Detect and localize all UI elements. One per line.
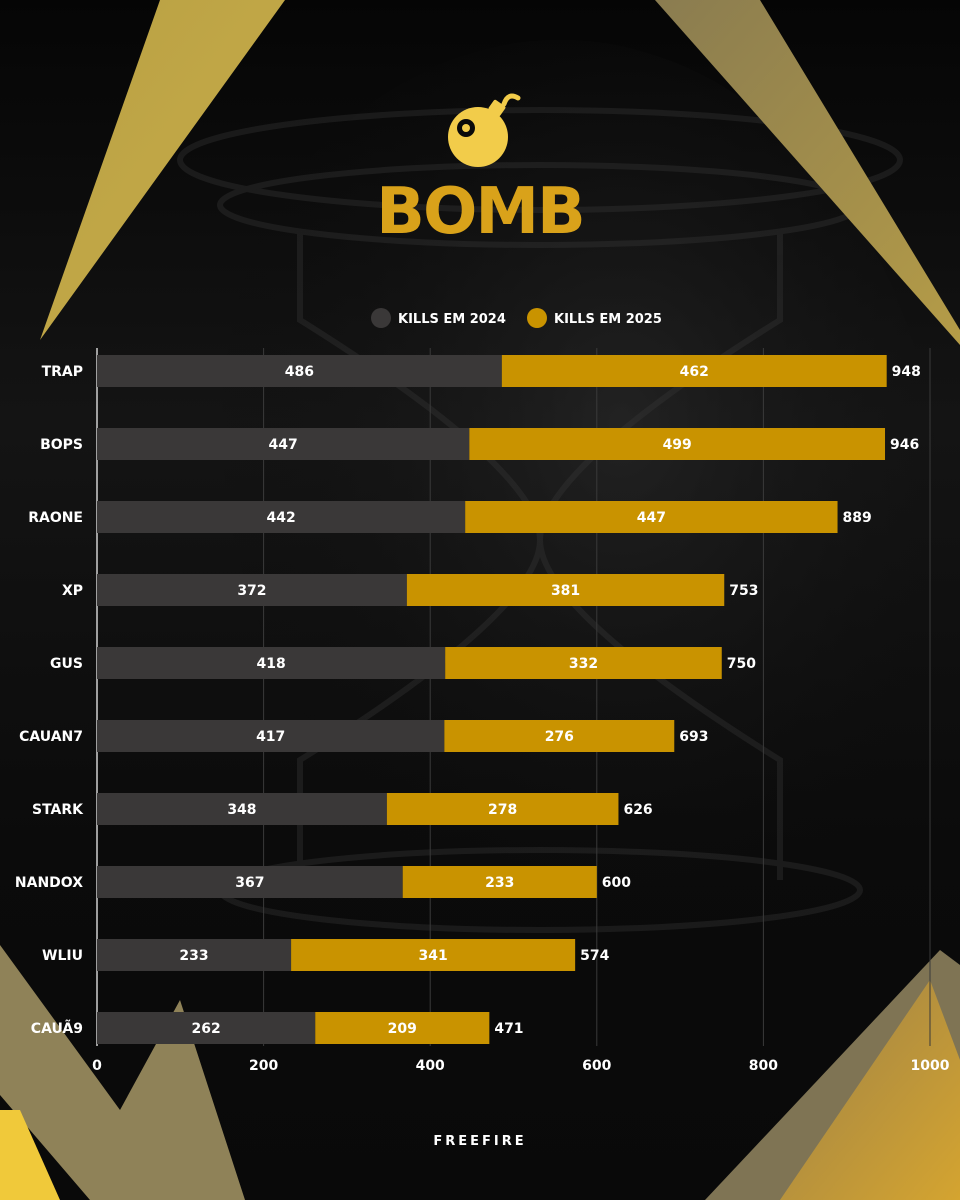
bar-2025-value-label: 278 [488,802,517,818]
gold-shard-top-left [40,0,285,340]
bar-2025 [465,501,838,533]
bar-total-label: 574 [580,948,609,964]
category-label: NANDOX [15,875,83,891]
bar-2025 [315,1012,490,1044]
bar-2025 [402,866,597,898]
category-label: CAUÃ9 [31,1020,83,1037]
category-label: CAUAN7 [19,729,83,745]
bar-2024 [97,720,445,752]
page-title: BOMB [376,175,584,249]
bar-2024-value-label: 418 [256,656,285,672]
bar-2024-value-label: 367 [235,875,264,891]
bar-2024 [97,1012,316,1044]
bar-2024 [97,574,407,606]
bar-total-label: 948 [892,364,921,380]
bar-2024-value-label: 372 [237,583,266,599]
bomb-icon [448,93,521,167]
category-label: GUS [50,656,83,672]
x-tick-label: 1000 [911,1058,950,1074]
bar-2025-value-label: 447 [637,510,666,526]
bar-2024 [97,355,502,387]
category-label: BOPS [40,437,83,453]
bar-2024-value-label: 442 [266,510,295,526]
x-tick-label: 400 [416,1058,445,1074]
category-label: WLIU [42,948,83,964]
category-labels: TRAP BOPS RAONE XP GUS CAUAN7 STARK NANDOX WLIU C… [15,364,84,1037]
legend: KILLS EM 2024 KILLS EM 2025 [371,308,662,328]
footer-brand: FREEFIRE [433,1134,526,1149]
yellow-shard-bottom-left [0,1110,60,1200]
bar-total-label: 750 [727,656,756,672]
bar-2024-value-label: 233 [179,948,208,964]
bar-2025 [444,720,675,752]
bar-total-label: 693 [679,729,708,745]
bar-2024-value-label: 262 [192,1021,221,1037]
legend-label-2024: KILLS EM 2024 [398,312,506,327]
category-label: TRAP [42,364,83,380]
bar-2024 [97,501,466,533]
bar-2025-value-label: 276 [545,729,574,745]
category-label: RAONE [28,510,83,526]
bar-total-label: 471 [494,1021,523,1037]
bar-2025-value-label: 462 [680,364,709,380]
bar-2024-value-label: 447 [269,437,298,453]
bar-2025 [469,428,886,460]
bar-2025-value-label: 381 [551,583,580,599]
category-label: XP [62,583,83,599]
bar-total-label: 753 [729,583,758,599]
bar-2024 [97,428,470,460]
bar-2024-value-label: 348 [227,802,256,818]
legend-swatch-2025 [527,308,547,328]
x-tick-label: 200 [249,1058,278,1074]
bar-2025-value-label: 341 [418,948,447,964]
bar-2025-value-label: 499 [663,437,692,453]
bar-2024 [97,793,387,825]
bar-2024 [97,939,292,971]
bar-2024-value-label: 486 [285,364,314,380]
bar-2025-value-label: 332 [569,656,598,672]
bars: 486 462 948 447 499 946 442 447 889 372 381 753 418 3… [97,355,921,1044]
bar-2025-value-label: 209 [388,1021,417,1037]
x-tick-label: 800 [749,1058,778,1074]
bar-2024 [97,647,446,679]
legend-swatch-2024 [371,308,391,328]
bar-2025 [291,939,576,971]
x-tick-label: 600 [582,1058,611,1074]
bar-2025-value-label: 233 [485,875,514,891]
bar-total-label: 600 [602,875,631,891]
bar-2025 [386,793,619,825]
bar-total-label: 946 [890,437,919,453]
bar-2024-value-label: 417 [256,729,285,745]
x-tick-label: 0 [92,1058,102,1074]
bar-total-label: 889 [843,510,872,526]
bar-2025 [445,647,722,679]
yellow-shard-bottom-right [780,980,960,1200]
legend-label-2025: KILLS EM 2025 [554,312,662,327]
grid-lines [96,348,931,1046]
gold-shard-bottom-left [0,945,245,1200]
bar-total-label: 626 [623,802,652,818]
x-axis-ticks: 0 200 400 600 800 1000 [92,1058,950,1074]
gold-shard-top-right [655,0,960,345]
bar-2025 [406,574,725,606]
bar-2025 [501,355,887,387]
bar-2024 [97,866,403,898]
category-label: STARK [32,802,84,818]
